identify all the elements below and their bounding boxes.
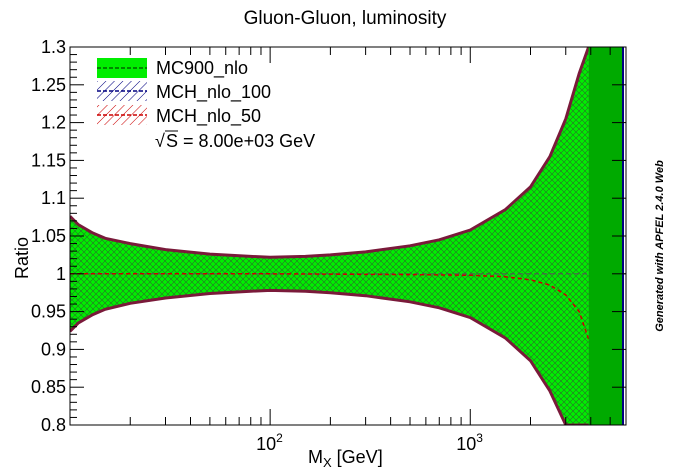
legend-item-mch-nlo-100: MCH_nlo_100 <box>97 81 271 103</box>
y-tick-label: 1.1 <box>41 188 66 208</box>
chart-title: Gluon-Gluon, luminosity <box>244 8 447 29</box>
legend-label-mch-nlo-100: MCH_nlo_100 <box>156 82 271 103</box>
y-tick-label: 0.85 <box>31 377 66 397</box>
y-tick-label: 0.8 <box>41 415 66 435</box>
legend: MC900_nlo MCH_nlo_100 MCH_nlo_50 √ S = 8… <box>97 58 315 151</box>
y-axis-title: Ratio <box>12 237 32 279</box>
y-tick-label: 1 <box>56 264 66 284</box>
x-tick-label: 102 <box>256 431 283 454</box>
band-upper-edge <box>70 47 591 259</box>
y-tick-label: 0.95 <box>31 302 66 322</box>
legend-item-mc900-nlo: MC900_nlo <box>97 58 248 79</box>
y-tick-label: 1.3 <box>41 37 66 57</box>
legend-annotation: √ S = 8.00e+03 GeV <box>155 130 315 151</box>
x-axis-title: MX [GeV] <box>308 447 383 470</box>
y-axis: 0.8 0.85 0.9 0.95 1 1.05 1.1 1.15 1.2 1.25 1.3 <box>31 37 626 435</box>
band-lower-edge <box>70 288 589 425</box>
y-tick-label: 1.15 <box>31 150 66 170</box>
band-mc900-nlo <box>70 47 589 425</box>
legend-label-mc900-nlo: MC900_nlo <box>156 58 248 79</box>
legend-label-mch-nlo-50: MCH_nlo_50 <box>156 106 261 127</box>
footer-generated-by: Generated with APFEL 2.4.0 Web <box>654 160 666 332</box>
y-tick-label: 1.05 <box>31 226 66 246</box>
x-tick-label: 103 <box>456 431 483 454</box>
legend-item-mch-nlo-50: MCH_nlo_50 <box>97 105 261 127</box>
sqrt-symbol: √ <box>155 131 165 151</box>
x-axis: 102 103 <box>69 47 627 454</box>
y-tick-label: 1.25 <box>31 75 66 95</box>
y-tick-label: 1.2 <box>41 113 66 133</box>
y-tick-label: 0.9 <box>41 339 66 359</box>
energy-annotation: S = 8.00e+03 GeV <box>166 131 315 151</box>
